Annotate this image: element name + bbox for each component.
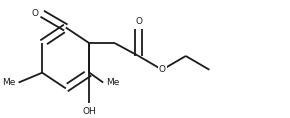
Text: O: O <box>135 17 142 25</box>
Text: OH: OH <box>83 107 96 116</box>
Text: O: O <box>159 65 166 74</box>
Text: O: O <box>31 9 38 18</box>
Text: Me: Me <box>2 78 16 87</box>
Text: Me: Me <box>106 78 119 87</box>
